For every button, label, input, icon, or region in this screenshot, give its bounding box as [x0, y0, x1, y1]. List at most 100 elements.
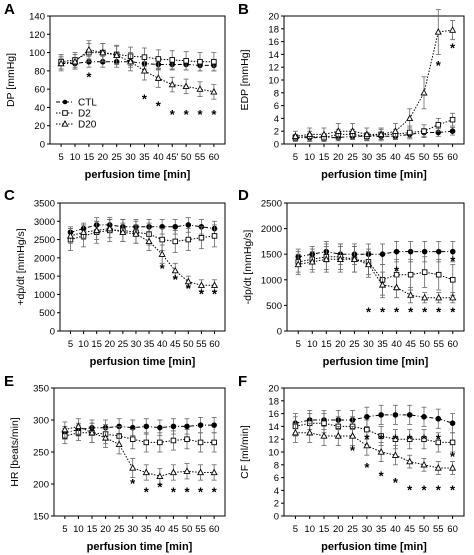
plot-frame	[49, 15, 226, 145]
y-tick-label: 140	[29, 12, 45, 23]
data-point-square	[198, 234, 205, 241]
data-point-triangle	[145, 237, 153, 245]
x-tick-label: 45	[170, 339, 181, 350]
y-tick-label: 14	[268, 50, 279, 61]
x-tick-label: 55	[195, 152, 206, 163]
series-d20	[291, 9, 457, 142]
series-ctl	[292, 404, 456, 434]
y-axis-label: EDP [mmHg]	[239, 49, 251, 110]
panel-letter: E	[4, 373, 14, 390]
y-tick-label: 1500	[34, 272, 55, 283]
x-tick-label: 5	[296, 339, 301, 350]
series-d2-line	[295, 422, 453, 443]
y-axis-label: +dp/dt [mmHg/s]	[15, 228, 27, 305]
x-tick-label: 50	[419, 524, 430, 535]
x-tick-label: 40	[153, 152, 164, 163]
panel-letter: C	[4, 187, 15, 204]
panel-letter: B	[238, 1, 249, 18]
x-tick-label: 60	[209, 152, 220, 163]
x-tick-label: 55	[433, 524, 444, 535]
data-point-triangle	[168, 80, 176, 88]
data-point-square	[421, 436, 427, 442]
data-point-triangle	[171, 266, 179, 274]
data-point-square	[129, 436, 136, 442]
y-tick-label: 8	[274, 460, 279, 471]
y-tick-label: 3500	[34, 199, 55, 210]
significance-star: *	[366, 305, 372, 320]
data-point-triangle	[66, 231, 75, 239]
data-point-triangle	[80, 228, 88, 235]
series-d20-line	[64, 425, 215, 477]
data-point-circle	[449, 248, 456, 255]
y-tick-label: 200	[33, 480, 49, 491]
y-tick-label: 18	[268, 396, 279, 407]
significance-star: *	[170, 107, 176, 122]
data-point-triangle	[88, 428, 96, 436]
data-point-triangle	[132, 230, 140, 237]
data-point-square	[449, 439, 456, 446]
significance-star: *	[450, 253, 456, 268]
x-tick-label: 50	[182, 524, 193, 535]
x-axis-label: perfusion time [min]	[85, 169, 191, 181]
series-d20-line	[295, 29, 453, 137]
x-tick-label: 45	[404, 152, 415, 163]
x-tick-label: 60	[447, 339, 458, 350]
series-d20-line	[61, 49, 214, 93]
data-point-triangle	[184, 277, 192, 285]
x-tick-label: 30	[363, 339, 374, 350]
x-tick-label: 10	[73, 524, 84, 535]
y-tick-label: 2500	[34, 235, 55, 246]
panel-d: D 0 500 1000 1500 2000 2500 5 10 15 20 25 30 35 40 45 50…	[238, 187, 465, 368]
data-point-triangle	[182, 82, 190, 90]
legend-entry-d2: D2	[56, 109, 91, 120]
data-point-square	[321, 420, 327, 426]
significance-star: *	[212, 484, 218, 499]
y-tick-label: 2500	[261, 199, 282, 210]
y-tick-label: 350	[33, 384, 49, 395]
significance-star: *	[450, 305, 456, 320]
data-point-triangle	[349, 127, 357, 134]
data-point-circle	[185, 222, 192, 228]
series-d2-line	[61, 52, 214, 63]
legend-entry-d20: D20	[56, 120, 97, 131]
x-axis-label: perfusion time [min]	[321, 169, 427, 181]
x-tick-label: 45	[168, 524, 179, 535]
series-d2	[292, 413, 456, 453]
data-point-square	[159, 236, 165, 243]
y-tick-label: 150	[33, 512, 49, 523]
y-tick-label: 12	[268, 63, 279, 74]
y-tick-label: 0	[274, 512, 279, 523]
x-tick-label: 30	[362, 524, 373, 535]
series-ctl	[58, 55, 217, 72]
data-point-triangle	[93, 226, 101, 234]
data-point-circle	[421, 414, 427, 420]
y-tick-label: 1000	[261, 275, 282, 286]
data-point-triangle	[320, 130, 328, 138]
panel-e: E 150 200 250 300 350 5 10 15 20 25 30 35 40 45 50 55 60 p…	[4, 373, 226, 553]
significance-star: *	[421, 482, 427, 497]
y-tick-label: 20	[34, 121, 45, 132]
series-d20	[291, 422, 457, 475]
legend-label: D20	[78, 120, 97, 131]
significance-star: *	[450, 41, 456, 56]
data-point-triangle	[115, 440, 123, 447]
data-point-circle	[143, 423, 150, 430]
x-tick-label: 35	[144, 339, 155, 350]
data-point-circle	[421, 248, 428, 255]
y-tick-label: 14	[268, 422, 279, 433]
x-tick-label: 10	[307, 339, 318, 350]
x-tick-label: 30	[127, 524, 138, 535]
x-tick-label: 40	[155, 524, 166, 535]
data-point-square	[183, 58, 189, 64]
data-point-triangle	[378, 280, 387, 288]
significance-star: *	[422, 305, 428, 320]
series-d20	[66, 219, 219, 292]
data-point-circle	[172, 223, 179, 230]
series-ctl-line	[64, 424, 215, 434]
data-point-circle	[211, 422, 217, 428]
series-ctl-line	[298, 251, 453, 258]
significance-star: *	[199, 287, 205, 302]
data-point-triangle	[391, 127, 399, 134]
